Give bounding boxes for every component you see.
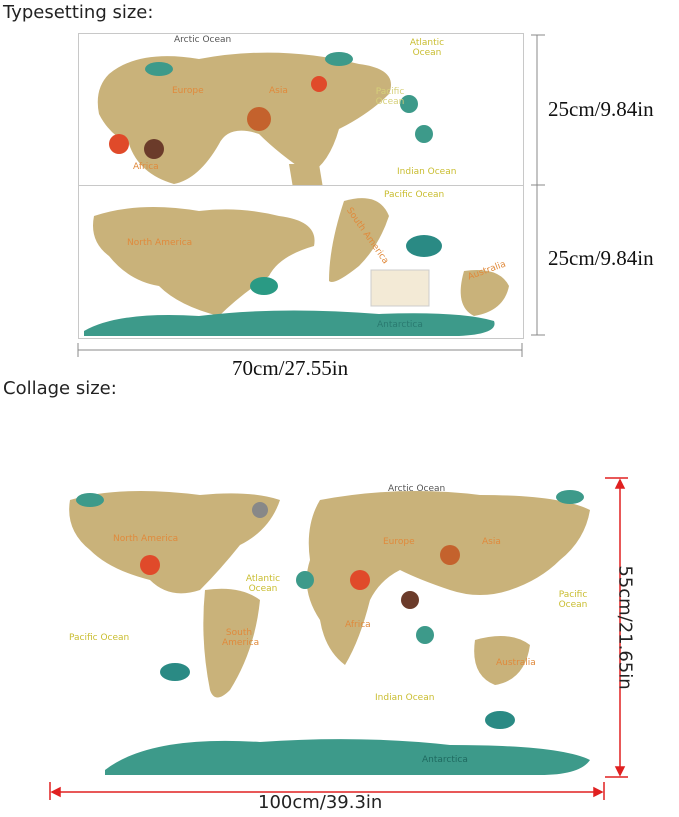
- map-label: Australia: [496, 658, 536, 668]
- map-label: Antarctica: [377, 320, 423, 330]
- map-label: Asia: [482, 537, 501, 547]
- map-label: Asia: [269, 86, 288, 96]
- map-label: Antarctica: [422, 755, 468, 765]
- map-label: North America: [127, 238, 193, 248]
- map-label: Atlantic Ocean: [245, 574, 281, 594]
- map-label: Pacific Ocean: [375, 87, 405, 107]
- sticker-sheet-bottom: Pacific Ocean North America South Americ…: [78, 185, 524, 339]
- collage-width-label: 100cm/39.3in: [258, 792, 383, 813]
- collage-heading: Collage size:: [3, 378, 117, 399]
- map-label: Pacific Ocean: [69, 633, 130, 643]
- height-label-top: 25cm/9.84in: [548, 97, 654, 121]
- map-label: North America: [113, 534, 179, 544]
- sticker-sheet-top: Arctic Ocean Atlantic Ocean Europe Asia …: [78, 33, 524, 186]
- typesetting-heading: Typesetting size:: [3, 2, 154, 23]
- map-label: Atlantic Ocean: [409, 38, 445, 58]
- map-top-illustration: [97, 52, 433, 185]
- height-label-bottom: 25cm/9.84in: [548, 246, 654, 270]
- map-label: Europe: [172, 86, 204, 96]
- map-label: Arctic Ocean: [388, 484, 446, 494]
- map-label: Indian Ocean: [397, 167, 457, 177]
- map-label: Indian Ocean: [375, 693, 435, 703]
- map-bottom-illustration: [84, 198, 509, 336]
- map-label: Arctic Ocean: [174, 35, 232, 45]
- map-label: Europe: [383, 537, 415, 547]
- collage-height-label: 55cm/21.65in: [614, 565, 636, 690]
- map-label: South America: [222, 628, 260, 648]
- width-label: 70cm/27.55in: [232, 356, 349, 380]
- map-label: Africa: [133, 162, 159, 172]
- map-label: Africa: [345, 620, 371, 630]
- map-label: Pacific Ocean: [384, 190, 445, 200]
- map-label: Pacific Ocean: [558, 590, 588, 610]
